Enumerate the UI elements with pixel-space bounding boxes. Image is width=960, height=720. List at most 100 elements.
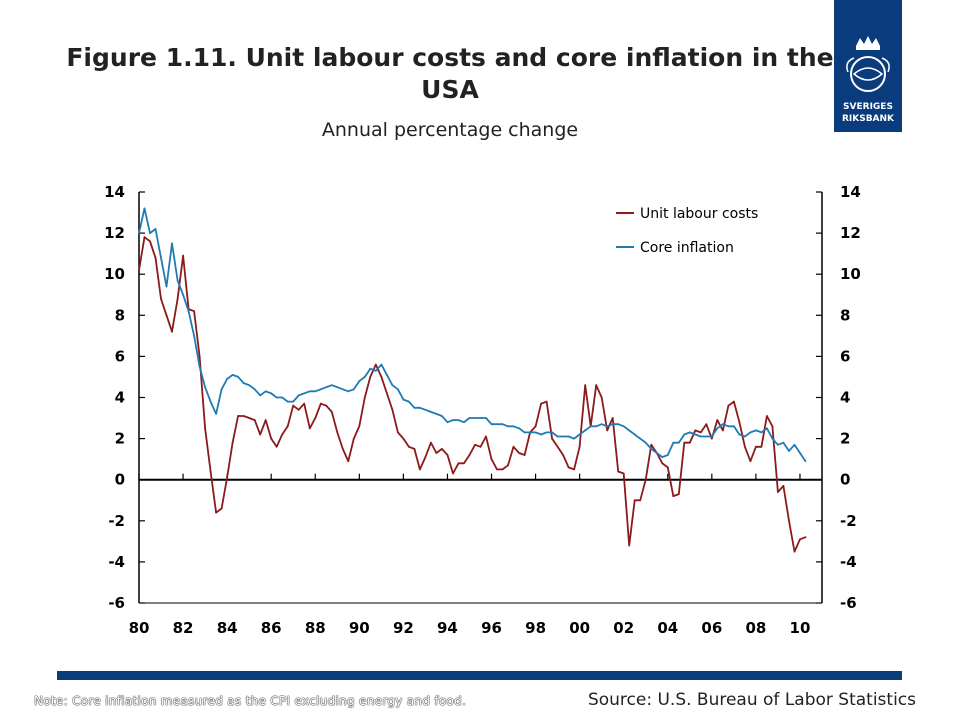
data-point-core-inflation bbox=[452, 419, 454, 421]
x-tick-label: 98 bbox=[525, 619, 546, 637]
data-point-core-inflation bbox=[237, 376, 240, 378]
data-point-unit-labour-costs bbox=[485, 435, 487, 438]
data-point-core-inflation bbox=[171, 242, 173, 245]
data-point-unit-labour-costs bbox=[424, 456, 427, 458]
data-point-unit-labour-costs bbox=[639, 499, 642, 502]
data-point-unit-labour-costs bbox=[683, 441, 686, 444]
legend-label: Unit labour costs bbox=[640, 206, 758, 222]
data-point-unit-labour-costs bbox=[551, 437, 553, 440]
x-tick-label: 82 bbox=[173, 619, 194, 637]
data-point-core-inflation bbox=[677, 441, 680, 444]
data-point-core-inflation bbox=[683, 433, 686, 436]
footer-bar bbox=[57, 671, 902, 680]
data-point-core-inflation bbox=[347, 390, 350, 393]
data-point-core-inflation bbox=[463, 421, 465, 424]
data-point-core-inflation bbox=[204, 386, 207, 389]
data-point-unit-labour-costs bbox=[644, 478, 647, 481]
data-point-unit-labour-costs bbox=[248, 417, 251, 419]
data-point-unit-labour-costs bbox=[760, 445, 763, 448]
data-point-unit-labour-costs bbox=[755, 445, 757, 448]
data-point-core-inflation bbox=[606, 425, 609, 428]
data-point-core-inflation bbox=[699, 435, 702, 438]
data-point-unit-labour-costs bbox=[215, 511, 218, 514]
data-point-unit-labour-costs bbox=[534, 425, 537, 428]
data-point-core-inflation bbox=[523, 431, 526, 434]
data-point-core-inflation bbox=[408, 400, 410, 403]
data-point-unit-labour-costs bbox=[303, 402, 306, 405]
data-point-unit-labour-costs bbox=[413, 448, 416, 450]
data-point-unit-labour-costs bbox=[281, 433, 284, 436]
series-line-unit-labour-costs bbox=[138, 236, 806, 553]
data-point-core-inflation bbox=[573, 437, 575, 440]
data-point-core-inflation bbox=[143, 207, 146, 210]
data-point-unit-labour-costs bbox=[457, 462, 460, 465]
data-point-core-inflation bbox=[771, 437, 774, 440]
data-point-unit-labour-costs bbox=[573, 468, 575, 471]
data-point-unit-labour-costs bbox=[198, 355, 201, 358]
data-point-unit-labour-costs bbox=[253, 419, 256, 421]
y-tick-label-right: 2 bbox=[840, 430, 850, 448]
data-point-core-inflation bbox=[694, 433, 697, 436]
data-point-core-inflation bbox=[369, 367, 372, 370]
data-point-core-inflation bbox=[182, 293, 185, 296]
data-point-unit-labour-costs bbox=[611, 417, 614, 419]
data-point-unit-labour-costs bbox=[716, 419, 719, 421]
data-point-unit-labour-costs bbox=[319, 402, 322, 405]
data-point-unit-labour-costs bbox=[677, 493, 680, 495]
data-point-core-inflation bbox=[705, 435, 708, 438]
data-point-core-inflation bbox=[611, 423, 614, 426]
x-tick-label: 84 bbox=[217, 619, 238, 637]
data-point-unit-labour-costs bbox=[193, 310, 196, 313]
data-point-unit-labour-costs bbox=[391, 408, 394, 411]
data-point-unit-labour-costs bbox=[143, 236, 146, 239]
data-point-core-inflation bbox=[738, 433, 741, 436]
data-point-unit-labour-costs bbox=[275, 445, 278, 448]
data-point-core-inflation bbox=[716, 427, 719, 430]
data-point-unit-labour-costs bbox=[496, 468, 498, 471]
data-point-core-inflation bbox=[336, 386, 339, 389]
data-point-unit-labour-costs bbox=[408, 445, 410, 448]
source-label: Source: U.S. Bureau of Labor Statistics bbox=[587, 690, 916, 710]
data-point-unit-labour-costs bbox=[204, 427, 207, 430]
y-tick-label-left: -6 bbox=[108, 594, 125, 612]
data-point-core-inflation bbox=[292, 400, 295, 403]
data-point-core-inflation bbox=[308, 390, 311, 393]
data-point-core-inflation bbox=[749, 431, 752, 434]
x-tick-label: 08 bbox=[745, 619, 766, 637]
data-point-core-inflation bbox=[402, 398, 405, 401]
data-point-core-inflation bbox=[220, 388, 223, 391]
data-point-core-inflation bbox=[165, 285, 168, 288]
data-point-unit-labour-costs bbox=[430, 441, 432, 444]
data-point-unit-labour-costs bbox=[771, 425, 774, 428]
data-point-core-inflation bbox=[198, 365, 201, 368]
y-tick-label-right: 12 bbox=[840, 224, 861, 242]
data-point-core-inflation bbox=[352, 388, 355, 391]
data-point-unit-labour-costs bbox=[688, 441, 691, 444]
data-point-core-inflation bbox=[231, 374, 234, 376]
data-point-unit-labour-costs bbox=[242, 415, 245, 417]
data-point-core-inflation bbox=[562, 435, 564, 438]
data-point-core-inflation bbox=[149, 232, 151, 235]
data-point-unit-labour-costs bbox=[325, 404, 328, 407]
y-tick-label-left: 2 bbox=[115, 430, 125, 448]
data-point-core-inflation bbox=[314, 390, 317, 393]
data-point-unit-labour-costs bbox=[463, 462, 465, 465]
data-point-core-inflation bbox=[722, 423, 724, 426]
data-point-unit-labour-costs bbox=[507, 464, 509, 467]
data-point-core-inflation bbox=[248, 384, 251, 387]
data-point-unit-labour-costs bbox=[540, 402, 542, 405]
crest-icon bbox=[846, 36, 890, 92]
data-point-core-inflation bbox=[297, 394, 300, 397]
data-point-core-inflation bbox=[545, 431, 548, 434]
x-tick-label: 88 bbox=[305, 619, 326, 637]
y-tick-label-right: 0 bbox=[840, 471, 850, 489]
data-point-core-inflation bbox=[600, 423, 603, 426]
data-point-unit-labour-costs bbox=[562, 454, 564, 456]
data-point-core-inflation bbox=[160, 256, 162, 259]
data-point-core-inflation bbox=[419, 406, 421, 409]
data-point-core-inflation bbox=[479, 417, 482, 419]
data-point-unit-labour-costs bbox=[628, 544, 631, 547]
data-point-core-inflation bbox=[154, 228, 157, 230]
data-point-unit-labour-costs bbox=[441, 448, 443, 450]
y-tick-label-right: 14 bbox=[840, 183, 861, 201]
